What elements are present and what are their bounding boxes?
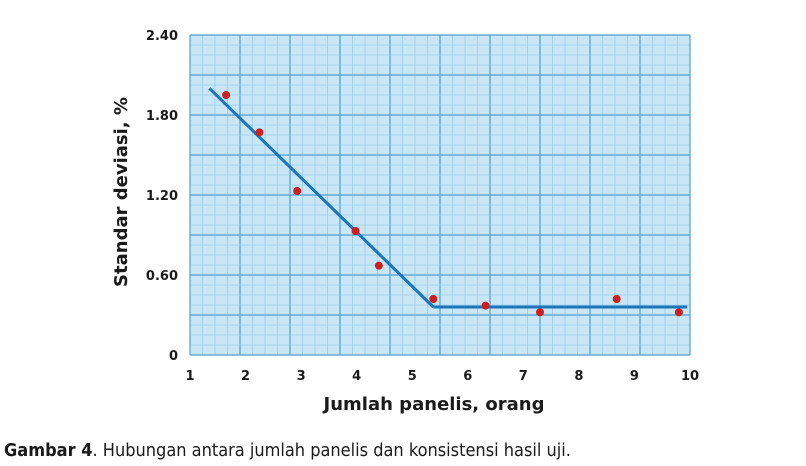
x-tick-label: 9	[630, 369, 639, 384]
data-points	[222, 91, 683, 317]
y-tick-label: 1.20	[146, 189, 178, 204]
caption-text: . Hubungan antara jumlah panelis dan kon…	[92, 440, 571, 461]
data-point	[222, 91, 231, 99]
x-tick-label: 7	[519, 369, 528, 384]
x-tick-label: 4	[352, 369, 361, 384]
x-tick-labels: 1 2 3 4 5 6 7 8 9 10	[185, 369, 699, 384]
data-point	[481, 301, 490, 310]
data-point	[429, 295, 438, 303]
y-axis-title: Standar deviasi, %	[111, 97, 132, 287]
x-axis-title: Jumlah panelis, orang	[322, 394, 545, 415]
data-point	[351, 227, 360, 235]
figure-caption: Gambar 4. Hubungan antara jumlah panelis…	[4, 440, 571, 461]
data-point	[374, 261, 383, 270]
y-tick-label: 0.60	[146, 269, 178, 284]
trend-line-down	[208, 87, 435, 309]
x-tick-label: 3	[297, 369, 306, 384]
data-point	[612, 295, 621, 303]
y-tick-label: 0	[169, 349, 178, 364]
x-tick-label: 8	[574, 369, 583, 384]
x-tick-label: 6	[463, 369, 472, 384]
data-point	[674, 308, 683, 317]
data-point	[255, 128, 264, 137]
y-tick-labels: 0 0.60 1.20 1.80 2.40	[146, 29, 178, 364]
data-point	[536, 308, 544, 317]
caption-label: Gambar 4	[4, 440, 93, 461]
y-tick-label: 2.40	[146, 29, 178, 44]
data-point	[293, 187, 302, 195]
x-tick-label: 1	[185, 369, 194, 384]
x-tick-label: 10	[681, 369, 699, 384]
x-tick-label: 5	[408, 369, 417, 384]
x-tick-label: 2	[241, 369, 250, 384]
y-tick-label: 1.80	[146, 109, 178, 124]
